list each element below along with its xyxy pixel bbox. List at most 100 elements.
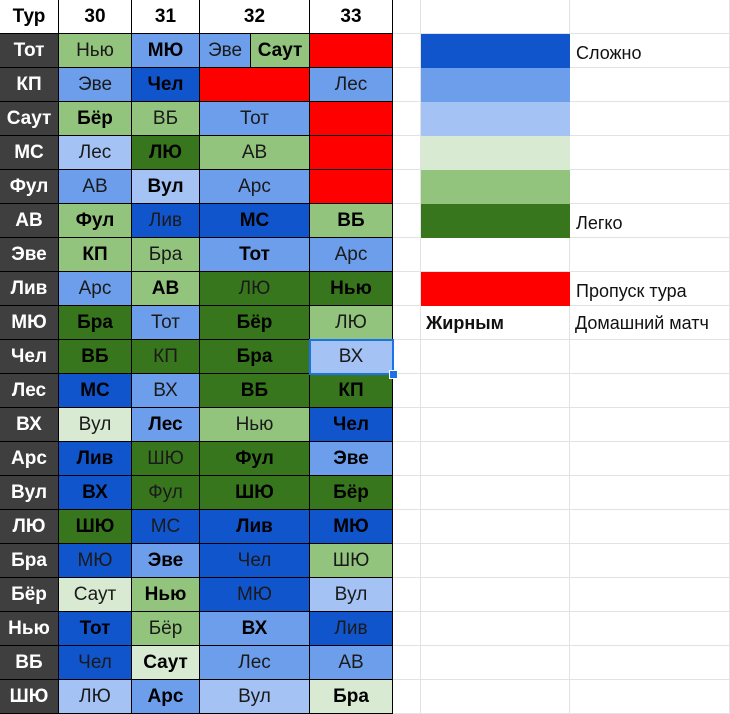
empty-cell[interactable] <box>393 238 421 272</box>
empty-cell[interactable] <box>393 136 421 170</box>
fixture-cell[interactable]: МЮ <box>132 34 200 68</box>
fixture-cell[interactable]: Чел <box>59 646 132 680</box>
empty-cell[interactable] <box>421 340 570 374</box>
column-header-round[interactable]: 30 <box>59 0 132 34</box>
fixture-cell[interactable]: Саут <box>132 646 200 680</box>
empty-cell[interactable] <box>570 476 730 510</box>
empty-cell[interactable] <box>570 646 730 680</box>
empty-cell[interactable] <box>393 0 421 34</box>
fixture-cell[interactable]: ВХ <box>310 340 393 374</box>
fixture-cell[interactable]: МС <box>132 510 200 544</box>
team-name-cell[interactable]: ВХ <box>0 408 59 442</box>
empty-cell[interactable] <box>393 544 421 578</box>
fixture-cell[interactable]: МС <box>200 204 310 238</box>
team-name-cell[interactable]: АВ <box>0 204 59 238</box>
fixture-cell[interactable]: Бра <box>310 680 393 714</box>
fixture-cell[interactable]: Лес <box>59 136 132 170</box>
empty-cell[interactable] <box>570 0 730 34</box>
fixture-cell[interactable]: МЮ <box>59 544 132 578</box>
fixture-cell[interactable]: ШЮ <box>132 442 200 476</box>
fixture-cell[interactable]: ЛЮ <box>200 272 310 306</box>
fixture-cell[interactable]: Тот <box>200 102 310 136</box>
skipped-round-cell[interactable] <box>200 68 310 102</box>
fixture-cell[interactable]: ШЮ <box>59 510 132 544</box>
fixture-cell[interactable]: Чел <box>200 544 310 578</box>
fixture-cell[interactable]: Вул <box>59 408 132 442</box>
team-name-cell[interactable]: Бра <box>0 544 59 578</box>
empty-cell[interactable] <box>421 544 570 578</box>
fixture-cell[interactable]: АВ <box>132 272 200 306</box>
empty-cell[interactable] <box>421 612 570 646</box>
fixture-cell[interactable]: Бёр <box>132 612 200 646</box>
fixture-cell[interactable]: ВХ <box>200 612 310 646</box>
skipped-round-cell[interactable] <box>310 136 393 170</box>
empty-cell[interactable] <box>421 408 570 442</box>
fixture-cell[interactable]: Нью <box>132 578 200 612</box>
fixture-cell[interactable]: Арс <box>310 238 393 272</box>
empty-cell[interactable] <box>421 0 570 34</box>
empty-cell[interactable] <box>421 578 570 612</box>
fixture-cell[interactable]: ВХ <box>132 374 200 408</box>
empty-cell[interactable] <box>570 238 730 272</box>
team-name-cell[interactable]: Бёр <box>0 578 59 612</box>
empty-cell[interactable] <box>421 442 570 476</box>
fixture-cell[interactable]: АВ <box>310 646 393 680</box>
fixture-cell[interactable]: Нью <box>59 34 132 68</box>
empty-cell[interactable] <box>570 612 730 646</box>
fixture-cell[interactable]: ВБ <box>59 340 132 374</box>
team-name-cell[interactable]: Тот <box>0 34 59 68</box>
skipped-round-cell[interactable] <box>310 102 393 136</box>
empty-cell[interactable] <box>393 646 421 680</box>
fixture-cell[interactable]: КП <box>132 340 200 374</box>
fixture-cell[interactable]: Саут <box>251 34 310 68</box>
empty-cell[interactable] <box>570 680 730 714</box>
empty-cell[interactable] <box>393 306 421 340</box>
empty-cell[interactable] <box>570 68 730 102</box>
team-name-cell[interactable]: Фул <box>0 170 59 204</box>
fixture-cell[interactable]: Эве <box>200 34 251 68</box>
empty-cell[interactable] <box>570 170 730 204</box>
empty-cell[interactable] <box>393 680 421 714</box>
skipped-round-cell[interactable] <box>310 170 393 204</box>
empty-cell[interactable] <box>570 102 730 136</box>
column-header-round[interactable]: 31 <box>132 0 200 34</box>
empty-cell[interactable] <box>393 578 421 612</box>
fixture-cell[interactable]: Бёр <box>200 306 310 340</box>
empty-cell[interactable] <box>570 408 730 442</box>
team-name-cell[interactable]: Арс <box>0 442 59 476</box>
team-name-cell[interactable]: ШЮ <box>0 680 59 714</box>
fixture-cell[interactable]: АВ <box>200 136 310 170</box>
empty-cell[interactable] <box>393 272 421 306</box>
fixture-cell[interactable]: КП <box>59 238 132 272</box>
fixture-cell[interactable]: ВХ <box>59 476 132 510</box>
fixture-cell[interactable]: Фул <box>132 476 200 510</box>
fixture-cell[interactable]: КП <box>310 374 393 408</box>
fixture-cell[interactable]: Эве <box>310 442 393 476</box>
fixture-cell[interactable]: Вул <box>200 680 310 714</box>
fixture-cell[interactable]: Лес <box>132 408 200 442</box>
empty-cell[interactable] <box>570 510 730 544</box>
fixture-cell[interactable]: МЮ <box>310 510 393 544</box>
fill-handle[interactable] <box>389 370 398 379</box>
empty-cell[interactable] <box>421 374 570 408</box>
fixture-cell[interactable]: Арс <box>200 170 310 204</box>
empty-cell[interactable] <box>393 68 421 102</box>
skipped-round-cell[interactable] <box>310 34 393 68</box>
empty-cell[interactable] <box>393 374 421 408</box>
empty-cell[interactable] <box>393 204 421 238</box>
column-header-round[interactable]: 32 <box>200 0 310 34</box>
fixture-cell[interactable]: Лив <box>132 204 200 238</box>
fixture-cell[interactable]: Чел <box>310 408 393 442</box>
team-name-cell[interactable]: Нью <box>0 612 59 646</box>
empty-cell[interactable] <box>393 34 421 68</box>
fixture-cell[interactable]: Эве <box>59 68 132 102</box>
fixture-cell[interactable]: Тот <box>200 238 310 272</box>
team-name-cell[interactable]: ВБ <box>0 646 59 680</box>
fixture-cell[interactable]: Фул <box>200 442 310 476</box>
empty-cell[interactable] <box>393 170 421 204</box>
empty-cell[interactable] <box>393 442 421 476</box>
fixture-cell[interactable]: Бра <box>132 238 200 272</box>
empty-cell[interactable] <box>421 238 570 272</box>
fixture-cell[interactable]: Лес <box>200 646 310 680</box>
fixture-cell[interactable]: Фул <box>59 204 132 238</box>
